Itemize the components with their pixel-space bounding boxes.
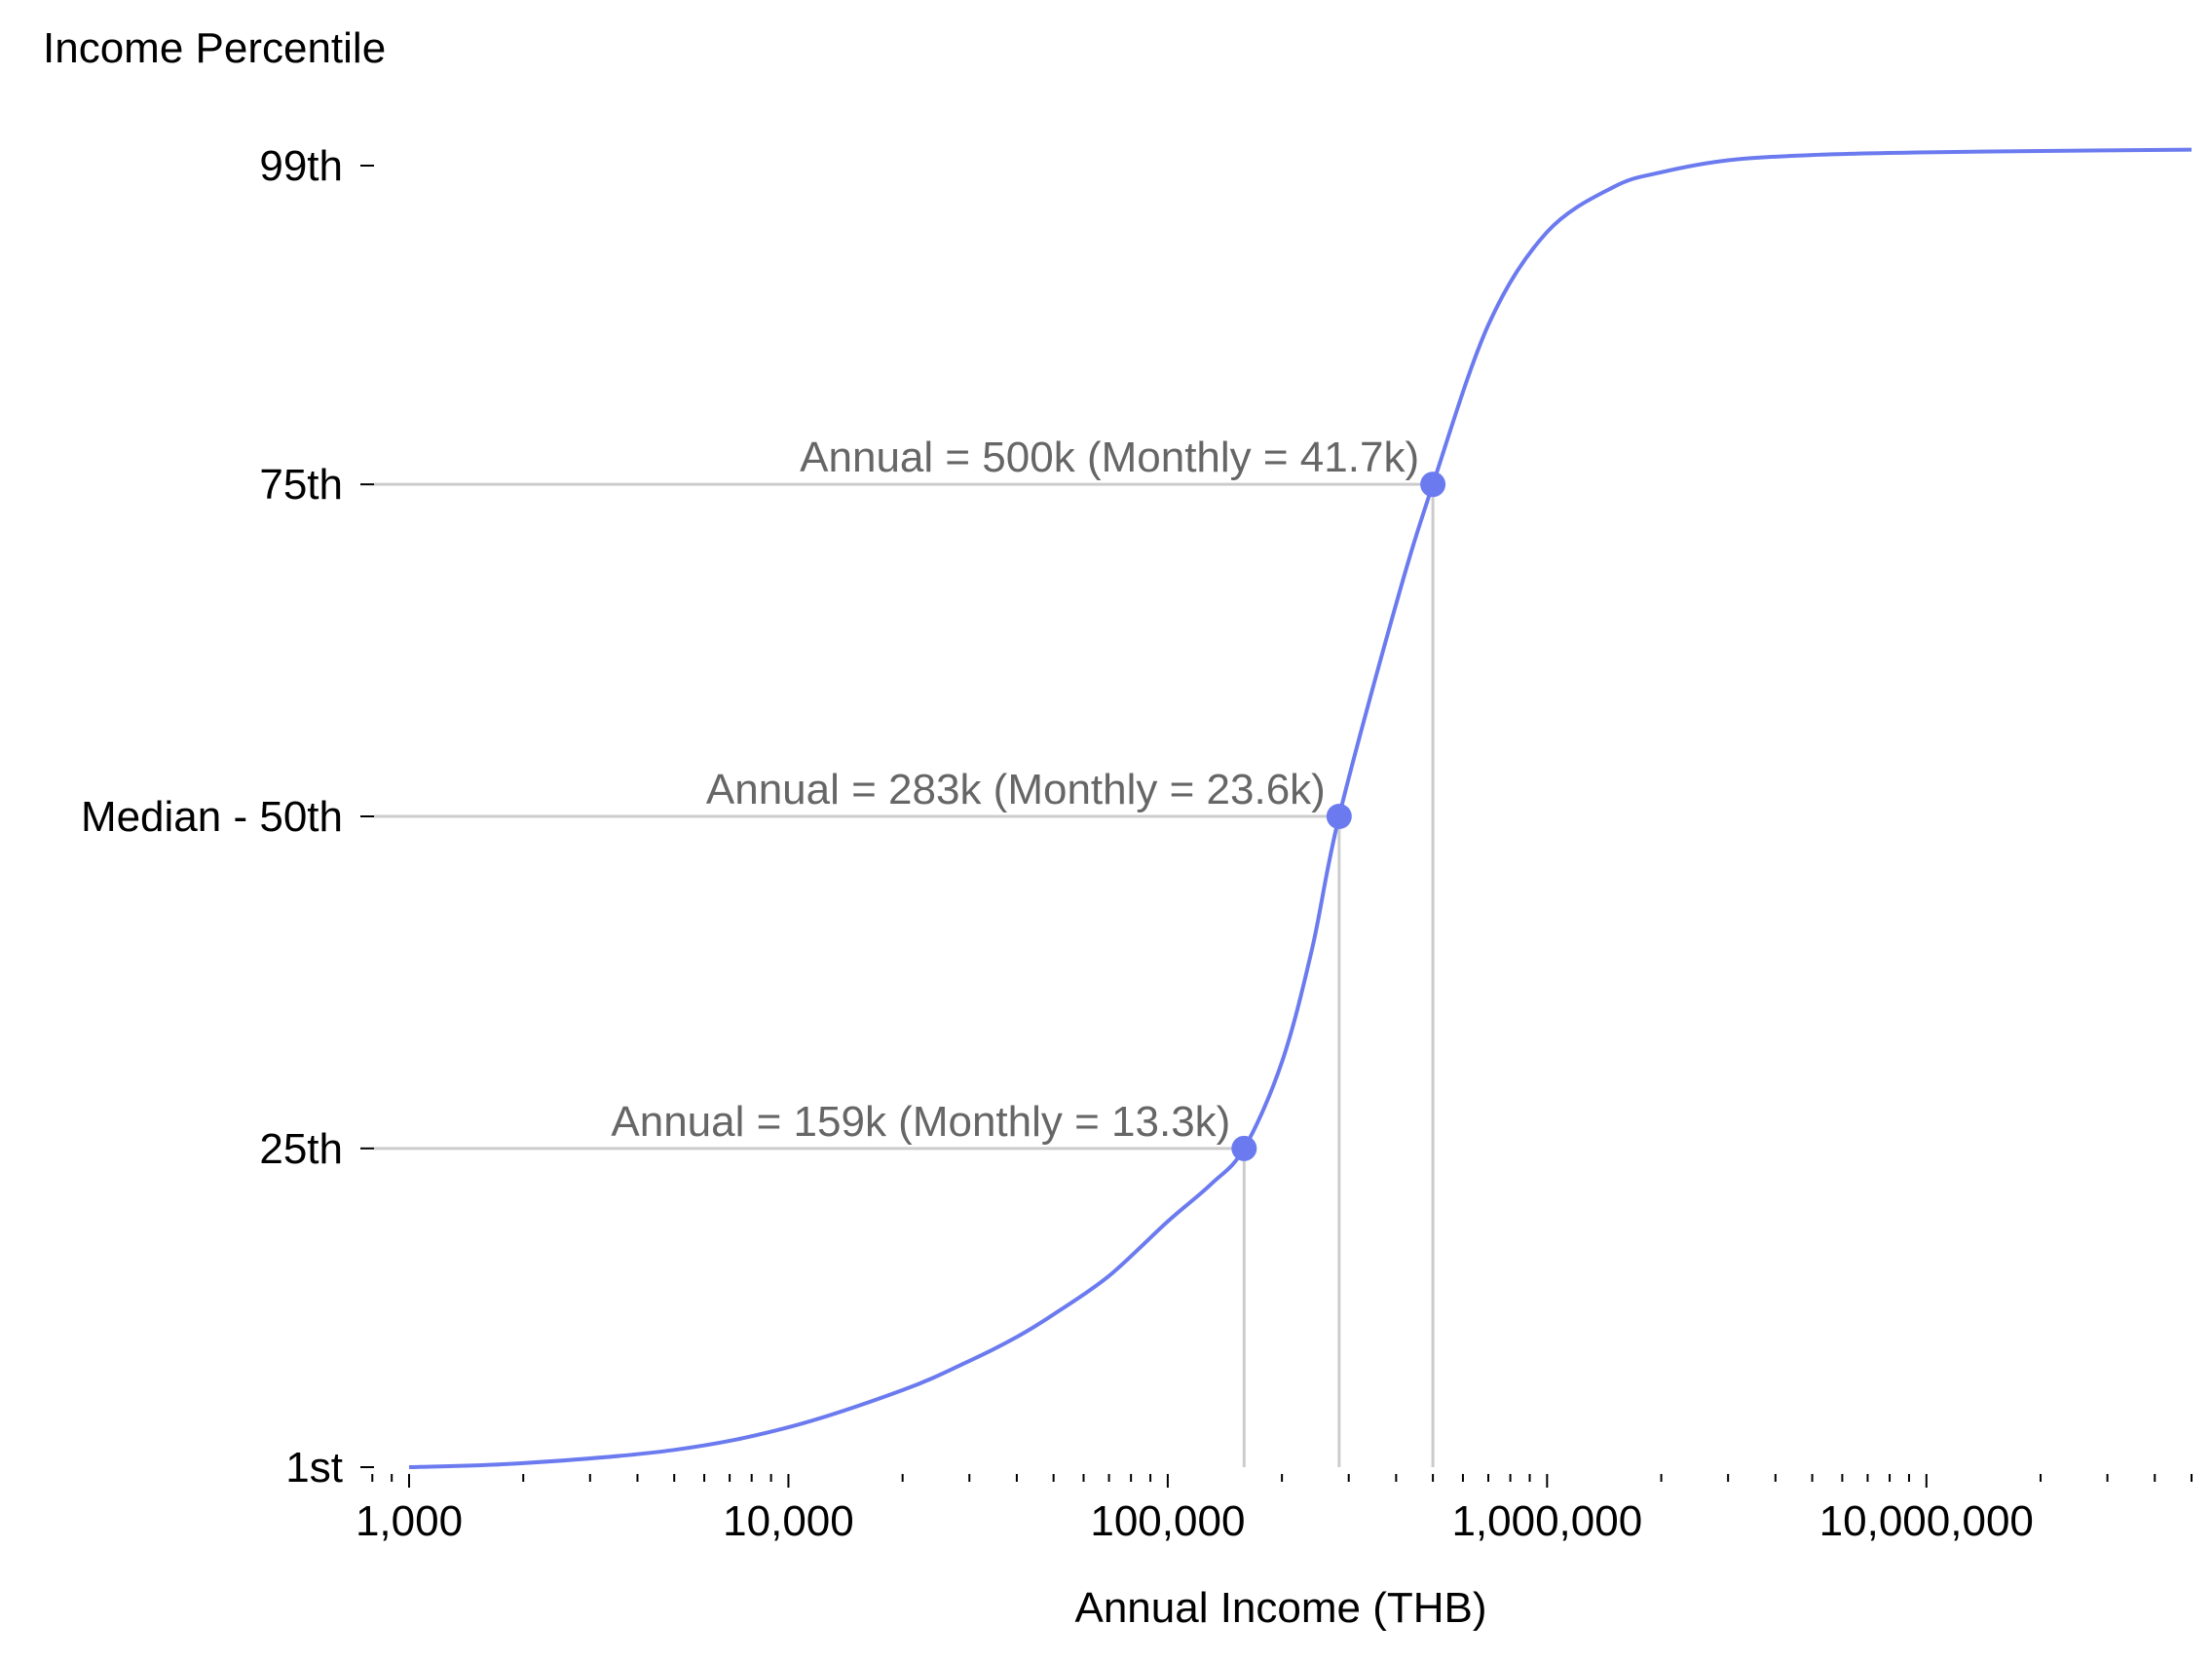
x-tick-label: 1,000,000 bbox=[1451, 1497, 1642, 1545]
y-tick-label: 25th bbox=[259, 1125, 343, 1173]
y-tick-label: 75th bbox=[259, 461, 343, 509]
percentile-annotation-label: Annual = 283k (Monthly = 23.6k) bbox=[706, 766, 1326, 813]
percentile-markers bbox=[1231, 472, 1446, 1161]
percentile-point-marker bbox=[1231, 1135, 1257, 1161]
x-tick-label: 10,000,000 bbox=[1819, 1497, 2034, 1545]
x-tick-label: 10,000 bbox=[723, 1497, 854, 1545]
y-tick-label: Median - 50th bbox=[81, 793, 343, 841]
y-tick-label: 1st bbox=[285, 1444, 343, 1492]
x-axis: 1,000 10,000 100,000 1,000,000 10,000,000 bbox=[356, 1474, 2193, 1545]
x-tick-label: 1,000 bbox=[356, 1497, 463, 1545]
percentile-annotation-label: Annual = 500k (Monthly = 41.7k) bbox=[800, 434, 1419, 481]
x-axis-title: Annual Income (THB) bbox=[1074, 1584, 1486, 1632]
y-axis-title: Income Percentile bbox=[43, 24, 386, 72]
percentile-annotations: Annual = 159k (Monthly = 13.3k) Annual = … bbox=[611, 434, 1419, 1146]
guide-lines bbox=[374, 482, 1435, 1467]
x-tick-label: 100,000 bbox=[1090, 1497, 1245, 1545]
percentile-point-marker bbox=[1326, 804, 1352, 829]
y-axis: 1st 25th Median - 50th 75th 99th bbox=[81, 142, 374, 1492]
percentile-point-marker bbox=[1420, 472, 1446, 498]
percentile-curve bbox=[408, 147, 2193, 1469]
y-tick-label: 99th bbox=[259, 142, 343, 190]
percentile-annotation-label: Annual = 159k (Monthly = 13.3k) bbox=[611, 1098, 1230, 1146]
